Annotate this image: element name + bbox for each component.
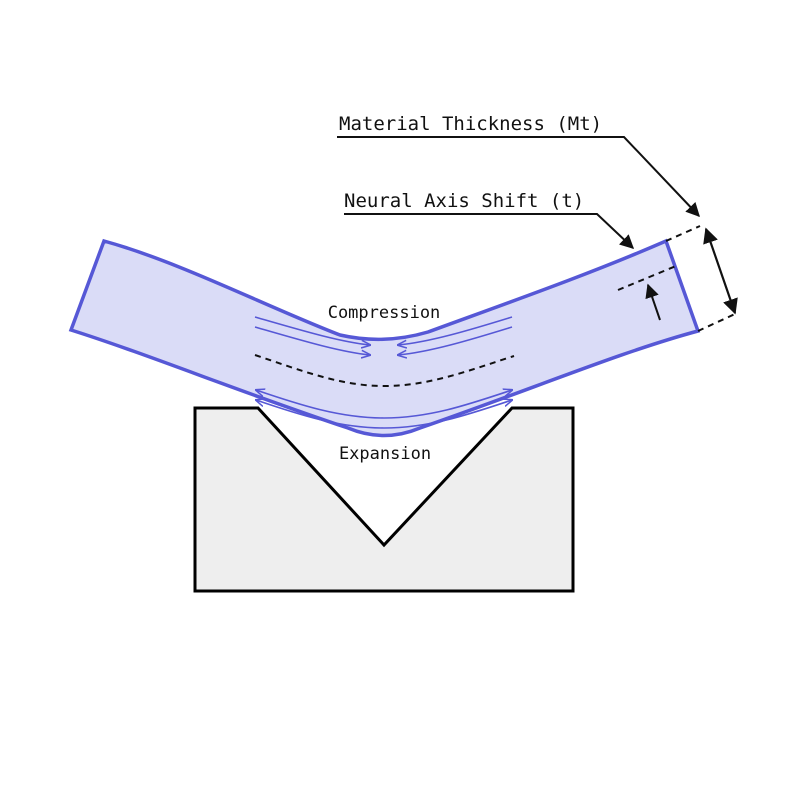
- neutral-axis-shift-arrow: [645, 283, 661, 321]
- v-die: [193, 406, 575, 593]
- compression-arrow-right-1: [398, 316, 513, 345]
- compression-arrow-left-1: [254, 316, 370, 345]
- thickness-extension-bottom: [697, 313, 736, 332]
- expansion-label: Expansion: [339, 444, 431, 464]
- thickness-dimension-arrow: [703, 227, 738, 315]
- compression-label: Compression: [328, 303, 441, 323]
- material-thickness-label: Material Thickness (Mt): [339, 113, 602, 135]
- compression-arrow-left-2: [254, 326, 370, 355]
- bent-sheet: [68, 238, 701, 438]
- material-thickness-leader: [337, 136, 700, 218]
- neutral-axis-line: [254, 354, 515, 388]
- neural-axis-shift-label: Neural Axis Shift (t): [344, 190, 584, 212]
- compression-arrow-right-2: [398, 326, 513, 355]
- neural-axis-leader: [344, 213, 635, 249]
- thickness-extension-top: [665, 225, 701, 242]
- expansion-arrow-2: [256, 400, 512, 429]
